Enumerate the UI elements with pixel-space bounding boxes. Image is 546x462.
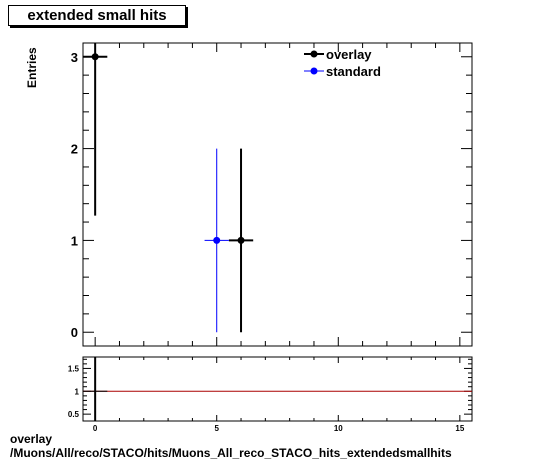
legend: overlay standard xyxy=(304,47,381,79)
legend-label: standard xyxy=(326,64,381,79)
footer-line-2: /Muons/All/reco/STACO/hits/Muons_All_rec… xyxy=(10,446,452,460)
data-point xyxy=(91,53,99,61)
ratio-plot-area: 0 5 10 15 0.5 1 1.5 xyxy=(68,356,473,433)
chart-title-box: extended small hits xyxy=(8,5,186,26)
main-tick-labels: 0 1 2 3 xyxy=(71,50,78,340)
main-plot-frame xyxy=(82,42,473,347)
footer-line-1: overlay xyxy=(10,432,53,446)
main-y-tick-label: 0 xyxy=(71,325,78,340)
ratio-y-tick-label: 0.5 xyxy=(68,410,80,419)
ratio-data-points xyxy=(83,357,472,421)
main-data-points xyxy=(83,43,254,333)
ratio-plot-frame xyxy=(82,356,473,422)
main-y-tick-label: 2 xyxy=(71,142,78,157)
data-point xyxy=(237,236,245,244)
ratio-x-tick-label: 15 xyxy=(455,424,464,433)
chart-title: extended small hits xyxy=(27,7,167,24)
main-plot-area: 0 1 2 3 overlay standard xyxy=(71,42,473,347)
ratio-y-tick-label: 1.5 xyxy=(68,364,80,373)
legend-marker xyxy=(310,67,318,75)
ratio-axis-ticks xyxy=(83,357,472,421)
data-point xyxy=(213,236,221,244)
ratio-x-tick-label: 0 xyxy=(93,424,98,433)
main-y-tick-label: 3 xyxy=(71,50,78,65)
legend-label: overlay xyxy=(326,47,372,62)
y-axis-label: Entries xyxy=(25,47,39,88)
main-y-tick-label: 1 xyxy=(71,233,78,248)
main-axis-ticks xyxy=(83,43,472,346)
ratio-x-tick-label: 5 xyxy=(214,424,219,433)
ratio-y-tick-label: 1 xyxy=(75,387,80,396)
ratio-tick-labels: 0 5 10 15 0.5 1 1.5 xyxy=(68,364,465,433)
ratio-x-tick-label: 10 xyxy=(334,424,343,433)
legend-marker xyxy=(310,50,318,58)
